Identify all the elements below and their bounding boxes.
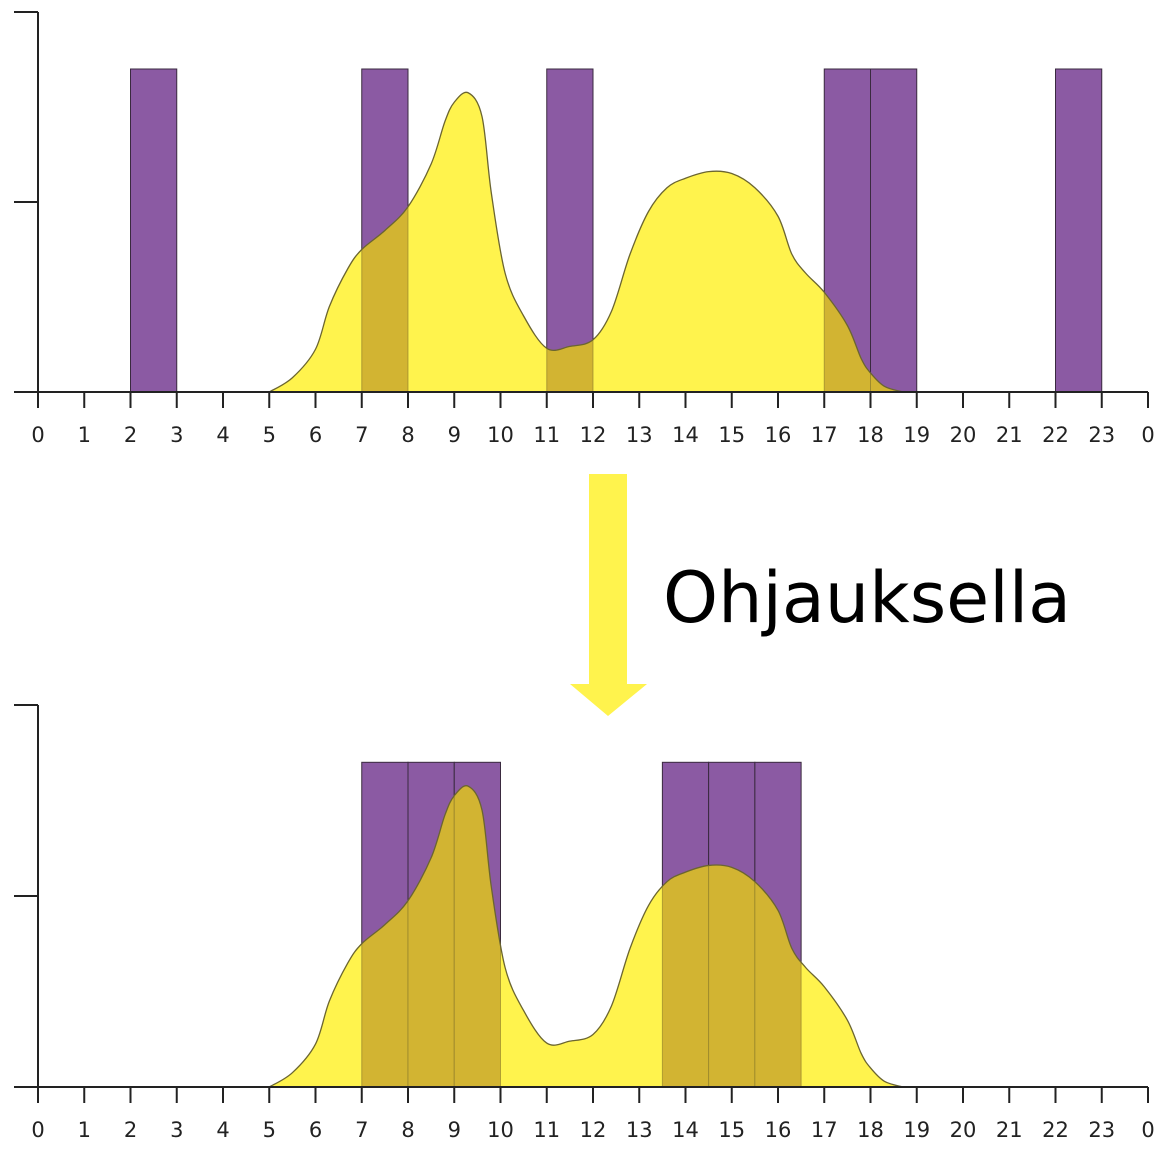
x-tick-label: 8 — [401, 423, 414, 447]
x-tick-label: 0 — [31, 1118, 44, 1142]
x-tick-label: 12 — [580, 423, 607, 447]
load-curve-line — [268, 91, 904, 393]
x-tick-label: 1 — [78, 423, 91, 447]
x-tick-label: 8 — [401, 1118, 414, 1142]
x-tick-label: 5 — [263, 423, 276, 447]
x-tick-label: 3 — [170, 423, 183, 447]
x-tick-label: 23 — [1088, 1118, 1115, 1142]
down-arrow-icon — [570, 474, 647, 716]
consumption-bar — [546, 68, 594, 393]
x-tick-label: 18 — [857, 423, 884, 447]
x-tick-label: 17 — [811, 423, 838, 447]
x-tick-label: 6 — [309, 1118, 322, 1142]
x-tick-label: 16 — [765, 423, 792, 447]
x-tick-label: 2 — [124, 423, 137, 447]
x-tick-label: 7 — [355, 423, 368, 447]
x-tick-label: 2 — [124, 1118, 137, 1142]
x-tick-label: 7 — [355, 1118, 368, 1142]
x-tick-label: 0 — [1141, 1118, 1154, 1142]
x-tick-label: 21 — [996, 423, 1023, 447]
x-tick-label: 0 — [31, 423, 44, 447]
x-tick-label: 15 — [718, 1118, 745, 1142]
x-tick-label: 11 — [533, 1118, 560, 1142]
x-tick-label: 0 — [1141, 423, 1154, 447]
x-tick-label: 9 — [448, 423, 461, 447]
x-tick-label: 22 — [1042, 423, 1069, 447]
x-tick-label: 14 — [672, 423, 699, 447]
x-tick-label: 4 — [216, 1118, 229, 1142]
consumption-bar — [130, 68, 178, 393]
consumption-bar — [1055, 68, 1103, 393]
x-tick-label: 10 — [487, 423, 514, 447]
x-tick-label: 17 — [811, 1118, 838, 1142]
consumption-bar — [870, 68, 918, 393]
x-tick-label: 13 — [626, 423, 653, 447]
x-tick-label: 9 — [448, 1118, 461, 1142]
x-tick-label: 15 — [718, 423, 745, 447]
x-tick-label: 11 — [533, 423, 560, 447]
load-curve-area — [269, 92, 903, 392]
x-tick-label: 19 — [903, 1118, 930, 1142]
x-tick-label: 14 — [672, 1118, 699, 1142]
x-tick-label: 20 — [950, 423, 977, 447]
x-tick-label: 3 — [170, 1118, 183, 1142]
x-tick-label: 19 — [903, 423, 930, 447]
chart-without-control: 0 1 2 3 4 5 6 7 8 9 10 11 12 13 14 15 16 17 18 19 20 21 22 23 0 — [14, 11, 1155, 447]
load-curve-line — [268, 785, 904, 1088]
x-tick-label: 16 — [765, 1118, 792, 1142]
transition-arrow — [570, 474, 647, 716]
x-tick-label: 23 — [1088, 423, 1115, 447]
x-tick-label: 12 — [580, 1118, 607, 1142]
x-tick-label: 10 — [487, 1118, 514, 1142]
x-tick-label: 13 — [626, 1118, 653, 1142]
chart-with-control: 0 1 2 3 4 5 6 7 8 9 10 11 12 13 14 15 16 17 18 19 20 21 22 23 0 — [14, 704, 1155, 1142]
x-tick-label: 22 — [1042, 1118, 1069, 1142]
x-tick-label: 20 — [950, 1118, 977, 1142]
annotation-label: Ohjauksella — [663, 557, 1071, 639]
x-tick-label: 18 — [857, 1118, 884, 1142]
x-tick-label: 5 — [263, 1118, 276, 1142]
x-tick-label: 6 — [309, 423, 322, 447]
x-tick-label: 4 — [216, 423, 229, 447]
x-tick-label: 21 — [996, 1118, 1023, 1142]
x-tick-label: 1 — [78, 1118, 91, 1142]
